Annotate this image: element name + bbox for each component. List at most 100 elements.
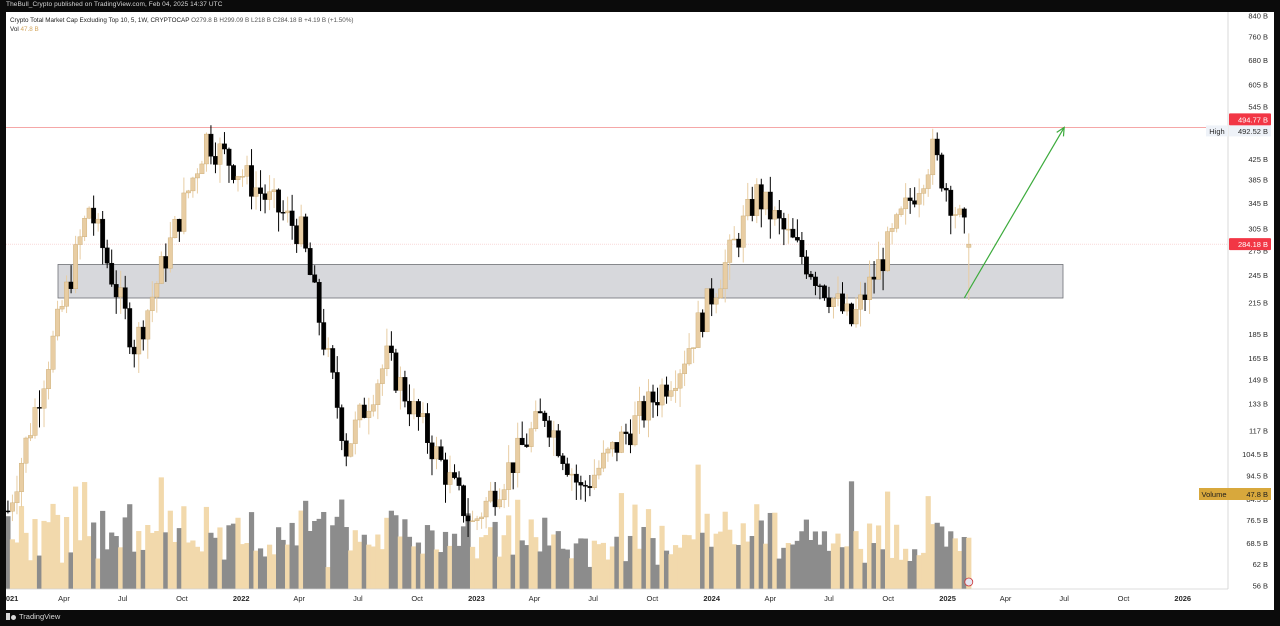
volume-bar [839, 547, 846, 589]
volume-bar [573, 543, 579, 589]
volume-bar [754, 504, 760, 589]
x-tick-label: 2021 [6, 594, 18, 603]
candle-body [925, 174, 931, 189]
candle-body [231, 165, 236, 180]
candle-body [95, 218, 101, 224]
volume-bar [776, 558, 782, 589]
volume-bar [127, 504, 133, 589]
volume-bar [875, 525, 882, 589]
ohlc-values: O279.8 B H299.09 B L218 B C284.18 B +4.1… [191, 17, 354, 24]
x-tick-label: Jul [353, 594, 363, 603]
candle-body [876, 259, 881, 280]
volume-bar [433, 549, 440, 589]
candle-body [190, 177, 196, 192]
volume-bar [695, 464, 701, 589]
candle-body [343, 440, 349, 457]
candle-body [655, 402, 660, 406]
candle-body [361, 404, 367, 418]
y-tick-label: 385 B [1248, 176, 1268, 185]
volume-bar [280, 539, 286, 589]
y-tick-label: 165 B [1248, 354, 1268, 363]
candle-body [452, 472, 457, 478]
volume-bar [501, 535, 507, 589]
candle-body [370, 404, 376, 412]
symbol-title: Crypto Total Market Cap Excluding Top 10… [10, 17, 190, 24]
volume-bar [285, 544, 291, 589]
volume-bar [14, 542, 20, 589]
volume-bar [605, 559, 611, 589]
x-tick-label: Oct [1118, 594, 1131, 603]
time-axis: 2021 Apr Jul Oct 2022 Apr Jul Oct 2023 Apr Jul Oct 2… [6, 594, 1191, 603]
volume-bar [59, 562, 65, 589]
candle-body [497, 499, 503, 508]
tradingview-icon [6, 613, 16, 620]
volume-bar [212, 537, 219, 589]
candle-body [100, 218, 106, 249]
candle-body [659, 384, 665, 406]
price-chart[interactable]: 840 B 760 B 680 B 605 B 545 B 425 B 385 B 345 B… [6, 12, 1274, 610]
candle-body [677, 373, 683, 389]
volume-bar [663, 550, 670, 589]
candle-body [880, 259, 886, 272]
candle-body [754, 184, 760, 216]
candle-body [330, 348, 336, 373]
candle-body [366, 410, 372, 418]
volume-bar [618, 493, 625, 589]
candle-body [249, 165, 254, 197]
candle-body [745, 199, 751, 217]
volume-bar [262, 556, 268, 589]
volume-bar [361, 534, 367, 589]
arrow-head [1056, 126, 1065, 137]
candle-body [235, 176, 241, 180]
volume-bar [50, 503, 56, 589]
x-tick-label: Jul [118, 594, 128, 603]
candle-body [122, 287, 128, 309]
candle-body [501, 489, 507, 500]
candle-body [316, 282, 322, 323]
y-tick-label: 117 B [1249, 426, 1268, 435]
candle-body [488, 490, 494, 502]
candle-body [898, 208, 904, 215]
volume-bar [641, 526, 647, 589]
volume-bar [591, 540, 597, 589]
candle-body [637, 401, 642, 416]
volume-bar [154, 531, 160, 589]
candle-body [167, 237, 173, 269]
y-tick-label: 76.5 B [1246, 516, 1268, 525]
candle-body [334, 372, 340, 408]
volume-bar [312, 521, 318, 589]
volume-bar [763, 543, 769, 589]
candle-body [82, 218, 88, 237]
candle-body [59, 306, 65, 310]
volume-bar [276, 527, 282, 589]
candle-body [632, 415, 638, 446]
candle-body [749, 199, 755, 216]
volume-bar [424, 525, 431, 589]
x-tick-label: Jul [1059, 594, 1069, 603]
candle-body [172, 218, 178, 239]
tradingview-logo[interactable]: TradingView [6, 612, 60, 621]
candle-body [858, 294, 863, 310]
volume-bar [898, 559, 904, 589]
volume-bar [930, 524, 936, 589]
volume-bar [63, 516, 70, 589]
volume-bar [799, 531, 805, 589]
volume-bar [429, 530, 435, 589]
volume-bar [248, 512, 255, 589]
candle-body [582, 484, 588, 487]
volume-bar [190, 540, 196, 589]
candle-body [722, 262, 728, 290]
last-price-badge-bg [1229, 238, 1271, 251]
volume-bar [966, 537, 972, 589]
chart-panel[interactable]: 840 B 760 B 680 B 605 B 545 B 425 B 385 B 345 B… [6, 12, 1274, 610]
candle-body [646, 391, 651, 421]
volume-bar [140, 549, 146, 589]
volume-bar [388, 510, 394, 589]
volume-bar [749, 535, 755, 589]
candle-body [551, 430, 557, 438]
candle-body [564, 463, 570, 475]
volume-bar [226, 525, 232, 589]
candle-body [943, 187, 949, 191]
volume-bar [885, 491, 891, 589]
y-tick-label: 245 B [1248, 271, 1268, 280]
